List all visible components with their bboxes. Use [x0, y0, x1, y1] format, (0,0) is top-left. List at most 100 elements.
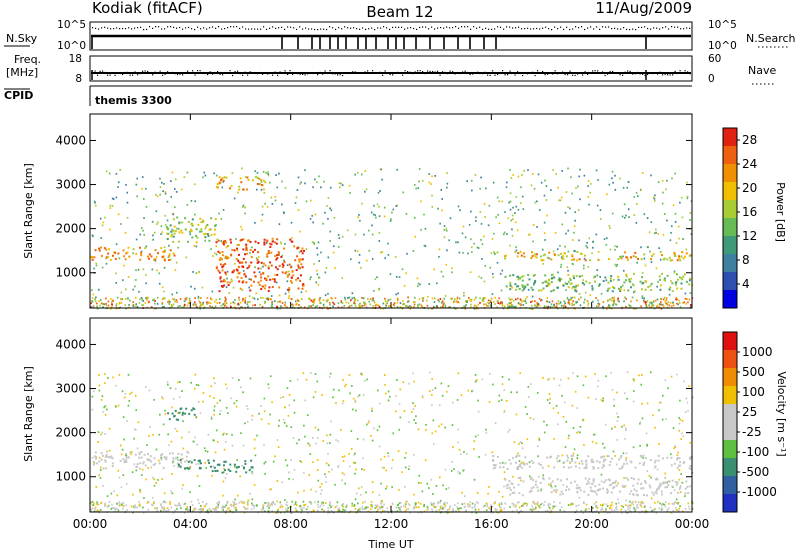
echo-cell	[338, 182, 341, 185]
echo-cell	[91, 297, 94, 299]
echo-cell	[412, 250, 415, 252]
echo-cell	[584, 291, 587, 294]
echo-cell	[525, 462, 528, 465]
echo-cell	[121, 504, 123, 506]
echo-cell	[599, 504, 602, 506]
echo-cell	[571, 254, 573, 256]
echo-cell	[612, 304, 614, 307]
echo-cell	[398, 402, 401, 405]
echo-cell	[276, 238, 279, 241]
echo-cell	[330, 297, 332, 299]
echo-cell	[614, 174, 616, 177]
echo-cell	[668, 256, 671, 259]
echo-cell	[398, 502, 401, 505]
echo-cell	[244, 206, 246, 209]
echo-cell	[378, 494, 381, 497]
echo-cell	[600, 399, 603, 401]
echo-cell	[628, 278, 631, 281]
nave-point	[297, 73, 299, 75]
echo-cell	[673, 271, 676, 274]
echo-cell	[288, 287, 291, 290]
echo-cell	[158, 272, 161, 275]
nave-point	[622, 74, 624, 76]
echo-cell	[253, 507, 255, 510]
echo-cell	[125, 252, 128, 255]
echo-cell	[468, 505, 471, 508]
echo-cell	[576, 509, 578, 512]
echo-cell	[598, 283, 601, 286]
nave-point	[657, 73, 659, 75]
echo-cell	[235, 399, 238, 402]
echo-cell	[368, 419, 370, 422]
echo-cell	[101, 454, 104, 457]
echo-cell	[508, 302, 511, 305]
colorbar-tick-label: 24	[742, 157, 757, 171]
echo-cell	[221, 505, 224, 508]
echo-cell	[617, 416, 619, 418]
echo-cell	[94, 204, 97, 207]
echo-cell	[604, 276, 607, 279]
echo-cell	[124, 304, 127, 307]
echo-cell	[483, 297, 485, 300]
echo-cell	[222, 494, 224, 497]
echo-cell	[633, 508, 636, 511]
echo-cell	[326, 442, 329, 445]
echo-cell	[314, 305, 317, 308]
echo-cell	[319, 492, 322, 495]
echo-cell	[183, 176, 186, 179]
echo-cell	[419, 283, 421, 286]
echo-cell	[337, 233, 340, 236]
echo-cell	[280, 242, 282, 245]
echo-cell	[314, 501, 316, 504]
echo-cell	[218, 463, 221, 466]
echo-cell	[171, 171, 174, 174]
echo-cell	[428, 283, 430, 286]
echo-cell	[533, 187, 536, 190]
echo-cell	[317, 500, 320, 503]
echo-cell	[443, 503, 445, 505]
echo-cell	[621, 425, 623, 428]
echo-cell	[349, 304, 351, 307]
echo-cell	[330, 506, 332, 509]
echo-cell	[235, 238, 237, 240]
nsearch-point	[206, 28, 208, 30]
echo-cell	[553, 505, 555, 508]
echo-cell	[543, 221, 546, 224]
echo-cell	[277, 511, 279, 514]
nave-point	[397, 71, 399, 74]
echo-cell	[433, 305, 435, 308]
echo-cell	[308, 500, 311, 503]
echo-cell	[371, 410, 373, 412]
nsearch-point	[167, 26, 169, 28]
echo-cell	[648, 231, 651, 234]
echo-cell	[379, 506, 381, 508]
nsearch-point	[671, 26, 673, 28]
echo-cell	[531, 288, 534, 291]
echo-cell	[508, 428, 511, 431]
echo-cell	[267, 290, 270, 293]
echo-cell	[145, 478, 147, 481]
echo-cell	[302, 500, 305, 503]
echo-cell	[112, 299, 114, 302]
nsearch-point	[251, 28, 253, 30]
echo-cell	[509, 169, 511, 171]
echo-cell	[112, 376, 114, 379]
echo-cell	[650, 174, 652, 177]
echo-cell	[91, 258, 94, 261]
echo-cell	[418, 168, 421, 170]
echo-cell	[410, 410, 413, 413]
echo-cell	[500, 301, 502, 303]
echo-cell	[679, 505, 681, 507]
echo-cell	[500, 503, 503, 505]
nave-point	[597, 70, 599, 72]
nsearch-point	[560, 26, 562, 28]
echo-cell	[608, 287, 611, 290]
echo-cell	[536, 301, 538, 304]
echo-cell	[95, 510, 97, 512]
echo-cell	[199, 462, 202, 465]
echo-cell	[402, 300, 404, 302]
echo-cell	[190, 409, 193, 412]
echo-cell	[473, 448, 475, 450]
echo-cell	[635, 490, 638, 493]
echo-cell	[497, 213, 499, 216]
